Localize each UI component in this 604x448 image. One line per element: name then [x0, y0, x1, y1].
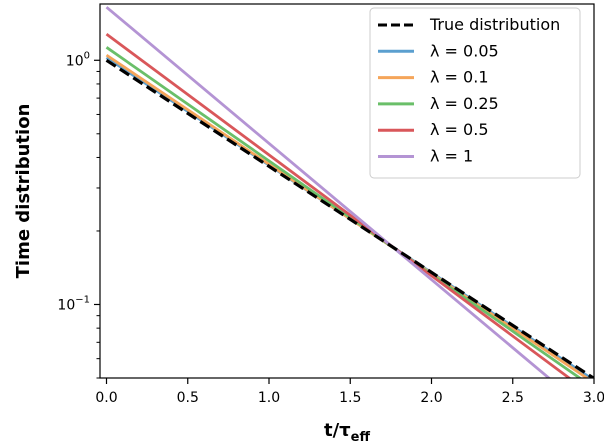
y-axis: 100 10−1 [57, 50, 100, 379]
legend: True distribution λ = 0.05 λ = 0.1 λ = 0.25… [369, 7, 581, 179]
legend-label-lambda-1: λ = 1 [430, 147, 473, 166]
series-line-lambda-0p5 [105, 32, 572, 378]
y-tick-label: 100 [66, 50, 90, 69]
series-line-lambda-1 [105, 6, 552, 378]
y-axis-title: Time distribution [13, 104, 34, 279]
x-tick-label: 2.0 [420, 390, 442, 406]
x-tick-label: 0.5 [177, 390, 199, 406]
plot-lines [105, 6, 594, 378]
x-tick-label: 1.0 [258, 390, 280, 406]
legend-label-lambda-0p1: λ = 0.1 [430, 68, 489, 87]
legend-label-lambda-0p5: λ = 0.5 [430, 120, 489, 139]
x-tick-label: 2.5 [502, 390, 524, 406]
x-axis-title-subscript: eff [351, 430, 371, 445]
legend-frame [369, 7, 581, 179]
x-axis-title: t/τeff [324, 420, 370, 445]
y-tick-label: 10−1 [57, 294, 90, 313]
legend-label-true-distribution: True distribution [429, 15, 560, 34]
legend-label-lambda-0p05: λ = 0.05 [430, 41, 499, 60]
x-tick-label: 0.0 [95, 390, 117, 406]
legend-label-lambda-0p25: λ = 0.25 [430, 94, 499, 113]
series-line-true-distribution [105, 58, 594, 378]
x-axis-title-main: t/τ [324, 420, 351, 441]
plot-frame [99, 3, 595, 379]
x-axis: 0.0 0.5 1.0 1.5 2.0 2.5 3.0 [95, 378, 604, 406]
x-tick-label: 1.5 [339, 390, 361, 406]
x-tick-label: 3.0 [583, 390, 604, 406]
